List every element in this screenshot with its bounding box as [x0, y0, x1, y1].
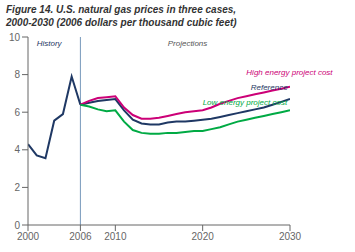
svg-text:10: 10	[9, 32, 21, 43]
svg-text:High energy project cost: High energy project cost	[246, 68, 333, 77]
svg-text:2030: 2030	[279, 231, 302, 242]
svg-text:Projections: Projections	[168, 39, 208, 48]
html-text:2000-2030 (2006 dollars per th: 2000-2030 (2006 dollars per thousand cub…	[6, 17, 237, 28]
svg-text:2000: 2000	[17, 231, 40, 242]
html-text:Figure 14. U.S. natural gas pr: Figure 14. U.S. natural gas prices in th…	[6, 4, 237, 15]
svg-text:8: 8	[14, 69, 20, 80]
svg-text:2020: 2020	[192, 231, 215, 242]
svg-text:0: 0	[14, 220, 20, 231]
svg-text:History: History	[37, 39, 63, 48]
svg-text:Low energy project cost: Low energy project cost	[203, 98, 288, 107]
svg-text:2010: 2010	[104, 231, 127, 242]
svg-text:2006: 2006	[69, 231, 92, 242]
svg-text:2: 2	[14, 182, 20, 193]
svg-text:6: 6	[14, 107, 20, 118]
svg-text:4: 4	[14, 144, 20, 155]
svg-text:Reference: Reference	[251, 83, 288, 92]
